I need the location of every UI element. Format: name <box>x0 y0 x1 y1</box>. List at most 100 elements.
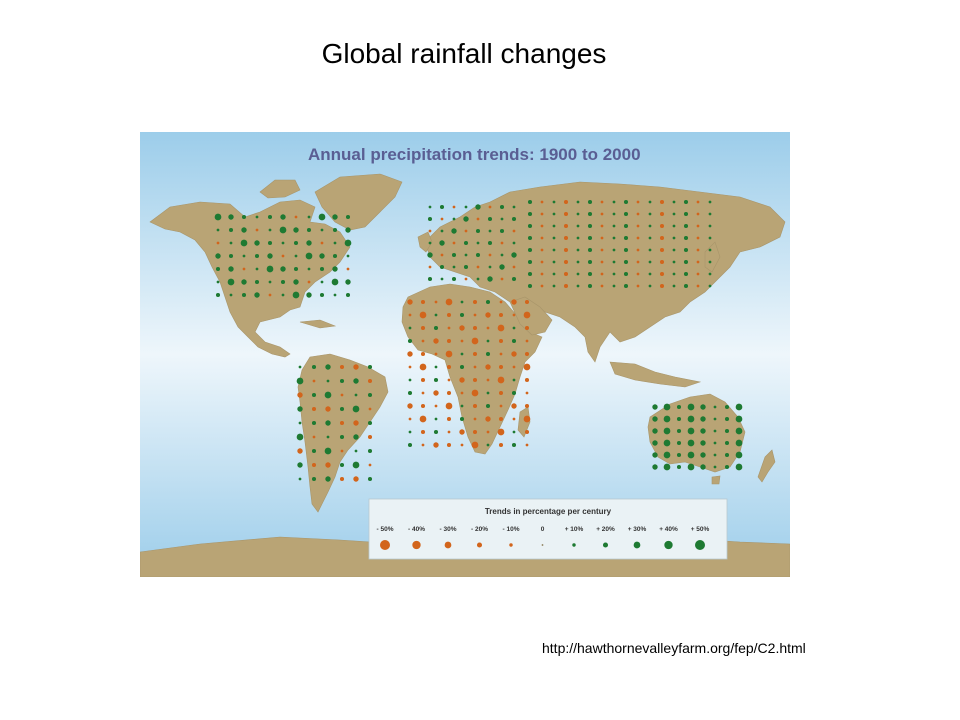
trend-dot <box>576 260 580 264</box>
trend-dot <box>612 236 616 240</box>
trend-dot <box>552 272 556 276</box>
trend-dot <box>623 283 629 289</box>
trend-dot <box>447 430 451 434</box>
trend-dot <box>367 434 373 440</box>
trend-dot <box>563 199 569 205</box>
trend-dot <box>420 299 426 305</box>
trend-dot <box>623 259 629 265</box>
trend-dot <box>663 415 671 423</box>
trend-dot <box>524 325 530 331</box>
trend-dot <box>612 200 616 204</box>
trend-dot <box>724 452 730 458</box>
trend-dot <box>318 213 326 221</box>
trend-dot <box>434 404 438 408</box>
trend-dot <box>407 351 413 357</box>
trend-dot <box>428 241 432 245</box>
trend-dot <box>687 427 695 435</box>
trend-dot <box>298 365 302 369</box>
trend-dot <box>332 253 338 259</box>
trend-dot <box>497 324 505 332</box>
trend-dot <box>708 236 712 240</box>
trend-dot <box>297 448 303 454</box>
trend-dot <box>486 391 490 395</box>
trend-dot <box>652 440 658 446</box>
trend-dot <box>576 200 580 204</box>
trend-dot <box>527 283 533 289</box>
trend-dot <box>500 241 504 245</box>
trend-dot <box>281 254 285 258</box>
trend-dot <box>294 215 298 219</box>
trend-dot <box>687 403 695 411</box>
arctic-islands <box>259 179 301 199</box>
trend-dot <box>708 200 712 204</box>
trend-dot <box>433 442 439 448</box>
trend-dot <box>367 448 373 454</box>
trend-dot <box>485 299 491 305</box>
trend-dot <box>339 462 345 468</box>
trend-dot <box>255 267 259 271</box>
trend-dot <box>464 229 468 233</box>
trend-dot <box>696 200 700 204</box>
trend-dot <box>587 235 593 241</box>
trend-dot <box>487 240 493 246</box>
trend-dot <box>636 212 640 216</box>
trend-dot <box>672 284 676 288</box>
trend-dot <box>339 364 345 370</box>
trend-dot <box>652 404 658 410</box>
trend-dot <box>552 284 556 288</box>
legend-dot <box>509 543 513 547</box>
trend-dot <box>407 390 413 396</box>
trend-dot <box>463 216 469 222</box>
new-zealand <box>757 449 776 483</box>
trend-dot <box>452 217 456 221</box>
trend-dot <box>636 272 640 276</box>
trend-dot <box>254 279 260 285</box>
trend-dot <box>500 253 504 257</box>
trend-dot <box>353 476 359 482</box>
trend-dot <box>663 427 671 435</box>
legend-dot <box>572 543 576 547</box>
trend-dot <box>552 212 556 216</box>
trend-dot <box>687 463 695 471</box>
source-url[interactable]: http://hawthornevalleyfarm.org/fep/C2.ht… <box>542 640 806 656</box>
trend-dot <box>587 211 593 217</box>
trend-dot <box>440 217 444 221</box>
trend-dot <box>292 291 300 299</box>
trend-dot <box>311 462 317 468</box>
trend-dot <box>228 227 234 233</box>
trend-dot <box>367 420 373 426</box>
trend-dot <box>713 465 717 469</box>
trend-dot <box>552 260 556 264</box>
trend-dot <box>254 292 260 298</box>
trend-dot <box>512 417 516 421</box>
trend-dot <box>267 240 273 246</box>
trend-dot <box>687 439 695 447</box>
trend-dot <box>307 215 311 219</box>
trend-dot <box>576 224 580 228</box>
trend-dot <box>676 404 682 410</box>
trend-dot <box>525 391 529 395</box>
trend-dot <box>428 205 432 209</box>
trend-dot <box>587 271 593 277</box>
trend-dot <box>696 224 700 228</box>
trend-dot <box>215 266 221 272</box>
trend-dot <box>476 241 480 245</box>
trend-dot <box>563 211 569 217</box>
trend-dot <box>587 223 593 229</box>
trend-dot <box>420 325 426 331</box>
trend-dot <box>648 224 652 228</box>
trend-dot <box>473 417 477 421</box>
trend-dot <box>498 416 504 422</box>
trend-dot <box>293 279 299 285</box>
trend-dot <box>648 200 652 204</box>
trend-dot <box>460 300 464 304</box>
trend-dot <box>433 338 439 344</box>
trend-dot <box>672 236 676 240</box>
trend-dot <box>319 253 325 259</box>
trend-dot <box>511 216 517 222</box>
trend-dot <box>735 415 743 423</box>
trend-dot <box>511 252 517 258</box>
trend-dot <box>527 223 533 229</box>
trend-dot <box>499 264 505 270</box>
trend-dot <box>563 247 569 253</box>
